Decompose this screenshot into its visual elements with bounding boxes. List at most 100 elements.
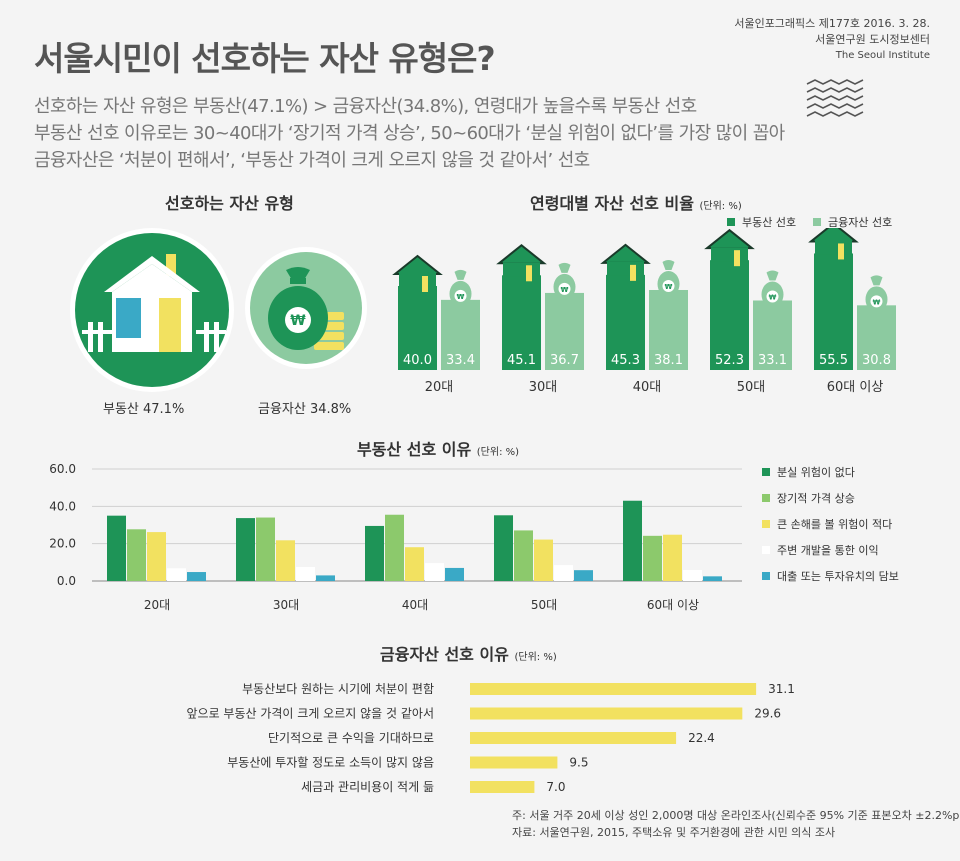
legend-item: 주변 개발을 통한 이익 xyxy=(762,542,899,558)
house-roof-icon xyxy=(704,228,755,250)
won-coin-icon xyxy=(558,282,571,295)
house-roof-icon xyxy=(808,228,859,243)
legend-label: 장기적 가격 상승 xyxy=(777,492,855,505)
bar-2 xyxy=(643,535,662,581)
bar-real-estate xyxy=(502,275,541,370)
fin-chart-title: 금융자산 선호 이유 (단위: %) xyxy=(380,641,557,665)
subtitle: 선호하는 자산 유형은 부동산(47.1%) > 금융자산(34.8%), 연령… xyxy=(34,93,785,174)
age-chart-title-text: 연령대별 자산 선호 비율 xyxy=(530,194,694,213)
won-symbol-icon: ₩ xyxy=(457,293,465,301)
subtitle-line-3: 금융자산은 ‘처분이 편해서’, ‘부동산 가격이 크게 오르지 않을 것 같아… xyxy=(34,150,590,171)
won-coin-icon xyxy=(766,290,779,303)
legend-swatch xyxy=(762,494,770,502)
house-roof-icon xyxy=(496,244,547,265)
category-label: 50대 xyxy=(531,598,557,612)
money-bag-tie-icon xyxy=(454,269,467,280)
value-label-financial: 36.7 xyxy=(550,353,579,368)
bar-4 xyxy=(425,563,444,581)
category-label: 20대 xyxy=(425,380,454,395)
bar-real-estate xyxy=(710,260,749,370)
asset-type-title: 선호하는 자산 유형 xyxy=(165,194,294,213)
bar-5 xyxy=(574,570,593,581)
money-bag-tie-icon xyxy=(662,259,675,270)
money-bag-icon: ₩ xyxy=(245,247,367,369)
value-label: 9.5 xyxy=(569,756,588,770)
bar-real-estate xyxy=(814,253,853,370)
bar-3 xyxy=(405,547,424,581)
value-label: 22.4 xyxy=(688,731,715,745)
publisher-org-en: The Seoul Institute xyxy=(835,50,930,61)
legend-label: 대출 또는 투자유치의 담보 xyxy=(777,570,899,583)
y-tick-label: 60.0 xyxy=(49,462,76,476)
footnote: 주: 서울 거주 20세 이상 성인 2,000명 대상 온라인조사(신뢰수준 … xyxy=(512,809,960,822)
source-note: 자료: 서울연구원, 2015, 주택소유 및 주거환경에 관한 시민 의식 조… xyxy=(512,826,836,839)
legend-item: 대출 또는 투자유치의 담보 xyxy=(762,568,899,584)
legend-swatch xyxy=(762,572,770,580)
legend-swatch-real-estate xyxy=(727,218,735,226)
legend-swatch xyxy=(762,546,770,554)
bar-3 xyxy=(276,540,295,581)
re-reasons-legend: 분실 위험이 없다 장기적 가격 상승 큰 손해를 볼 위험이 적다 주변 개발을 통… xyxy=(762,464,899,594)
house-door-icon xyxy=(422,276,428,292)
house-top-icon xyxy=(399,273,436,287)
legend-label: 큰 손해를 볼 위험이 적다 xyxy=(777,518,893,531)
y-tick-label: 40.0 xyxy=(49,499,76,513)
publisher-info: 서울인포그래픽스 제177호 2016. 3. 28. 서울연구원 도시정보센터… xyxy=(734,16,930,64)
bar-5 xyxy=(703,576,722,581)
bar-real-estate xyxy=(606,274,645,370)
re-reasons-chart: 0.0 20.0 40.0 60.0 20대 30대 40대 50대 60대 이상 xyxy=(49,462,742,612)
publisher-issue: 서울인포그래픽스 제177호 2016. 3. 28. xyxy=(734,17,930,30)
value-label-real-estate: 55.5 xyxy=(819,353,848,368)
house-roof-icon xyxy=(600,243,651,264)
house-top-icon xyxy=(711,247,748,262)
bar-financial xyxy=(753,300,792,370)
bar-5 xyxy=(445,567,464,581)
won-symbol-icon: ₩ xyxy=(665,283,673,291)
subtitle-line-2: 부동산 선호 이유로는 30~40대가 ‘장기적 가격 상승’, 50~60대가… xyxy=(34,123,785,144)
value-label-real-estate: 45.3 xyxy=(611,353,640,368)
house-door-icon xyxy=(838,243,844,260)
bar-financial-reason xyxy=(470,781,535,793)
bar-2 xyxy=(127,529,146,581)
bar-financial xyxy=(441,299,480,370)
bar-2 xyxy=(385,514,404,581)
fin-reasons-chart: 부동산보다 원하는 시기에 처분이 편함 31.1 앞으로 부동산 가격이 크게 오… xyxy=(186,682,795,794)
category-label: 앞으로 부동산 가격이 크게 오르지 않을 것 같아서 xyxy=(186,707,434,721)
age-chart-unit: (단위: %) xyxy=(699,201,742,212)
re-chart-title: 부동산 선호 이유 (단위: %) xyxy=(357,436,519,460)
value-label-real-estate: 45.1 xyxy=(507,353,536,368)
bar-3 xyxy=(534,539,553,581)
bar-4 xyxy=(167,568,186,581)
value-label: 31.1 xyxy=(768,682,795,696)
seoul-institute-logo xyxy=(806,79,864,117)
category-label: 30대 xyxy=(273,598,299,612)
legend-item: 큰 손해를 볼 위험이 적다 xyxy=(762,516,899,532)
bar-4 xyxy=(296,567,315,581)
money-bag-tie-icon xyxy=(558,262,571,273)
bar-financial xyxy=(649,289,688,370)
legend-label-real-estate: 부동산 선호 xyxy=(742,216,797,229)
house-door-icon xyxy=(734,250,740,267)
bar-5 xyxy=(187,572,206,581)
financial-asset-label: 금융자산 34.8% xyxy=(258,402,352,417)
bar-financial-reason xyxy=(470,732,677,744)
category-label: 50대 xyxy=(737,380,766,395)
value-label-financial: 30.8 xyxy=(862,353,891,368)
bar-2 xyxy=(256,517,275,581)
category-label: 부동산에 투자할 정도로 소득이 많지 않음 xyxy=(227,756,434,770)
publisher-org: 서울연구원 도시정보센터 xyxy=(815,33,930,46)
value-label-real-estate: 40.0 xyxy=(403,353,432,368)
legend-swatch-financial xyxy=(813,218,821,226)
bar-4 xyxy=(554,565,573,581)
bar-financial xyxy=(857,305,896,370)
won-symbol-icon: ₩ xyxy=(561,286,569,294)
bar-financial-reason xyxy=(470,683,757,695)
bar-1 xyxy=(236,518,255,581)
bar-4 xyxy=(683,569,702,581)
legend-real-estate: 부동산 선호 xyxy=(727,214,796,230)
legend-item: 장기적 가격 상승 xyxy=(762,490,899,506)
value-label: 29.6 xyxy=(754,707,781,721)
category-label: 부동산보다 원하는 시기에 처분이 편함 xyxy=(242,682,434,696)
house-top-icon xyxy=(503,262,540,277)
category-label: 60대 이상 xyxy=(647,598,699,612)
